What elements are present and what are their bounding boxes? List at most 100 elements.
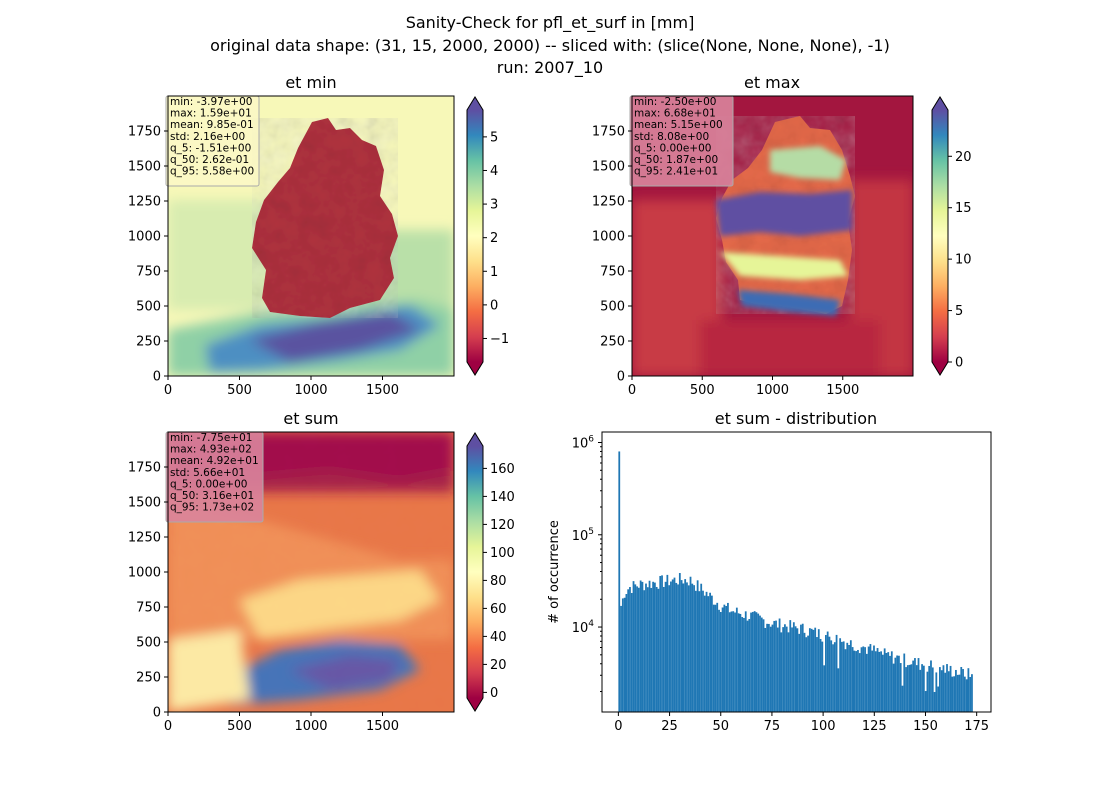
histogram-bar — [874, 651, 877, 712]
histogram-bar — [851, 647, 854, 712]
histogram-bar — [627, 589, 630, 712]
y-tick-label: 500 — [600, 300, 625, 315]
histogram-bar — [643, 590, 646, 712]
histogram-bar — [766, 623, 769, 712]
histogram-bar — [938, 667, 941, 712]
histogram-bar — [634, 584, 637, 712]
histogram-bar — [917, 658, 920, 712]
histogram-bar — [641, 581, 644, 712]
histogram-bar — [629, 587, 631, 712]
stats-line: std: 8.08e+00 — [634, 131, 709, 143]
histogram-bar — [944, 672, 947, 712]
x-tick-label: 75 — [764, 719, 781, 734]
colorbar-outline — [466, 432, 484, 712]
histogram-bar — [648, 580, 651, 712]
histogram-bar — [955, 669, 957, 712]
histogram-bar — [773, 620, 776, 712]
histogram-bar — [963, 676, 966, 712]
y-tick-label: 1500 — [128, 496, 161, 511]
colorbar-extend-max — [932, 97, 948, 110]
stats-line: min: -2.50e+00 — [634, 96, 716, 108]
histogram-bar — [698, 591, 701, 712]
histogram-bar — [858, 653, 861, 712]
histogram-bar — [711, 595, 713, 712]
histogram-bar — [835, 634, 838, 712]
histogram-bar — [657, 588, 660, 712]
histogram-bar — [678, 573, 681, 712]
histogram-bar — [898, 655, 900, 712]
x-tick-label: 500 — [227, 719, 252, 734]
histogram-bar — [805, 637, 808, 712]
figure-run: run: 2007_10 — [497, 58, 603, 78]
colorbar-tick-label: 20 — [955, 150, 972, 165]
stats-line: q_50: 1.87e+00 — [634, 154, 718, 166]
histogram-bar — [748, 619, 751, 712]
histogram-bar — [817, 629, 820, 712]
histogram-bar — [744, 611, 747, 712]
histogram-bar — [645, 583, 647, 712]
histogram-bar — [734, 612, 736, 712]
histogram-bar — [764, 627, 767, 712]
histogram-bar — [931, 667, 934, 712]
plot-frame — [601, 431, 992, 713]
stats-line: q_95: 2.41e+01 — [634, 166, 718, 178]
histogram-bar — [655, 586, 658, 712]
histogram-bar — [741, 617, 744, 712]
histogram-bar — [787, 632, 790, 712]
histogram-bar — [714, 604, 717, 712]
colorbar-tick-label: 0 — [490, 686, 498, 701]
histogram-bar — [844, 649, 847, 712]
histogram-bar — [675, 582, 678, 712]
histogram-bar — [691, 583, 694, 712]
histogram-bar — [940, 670, 943, 712]
histogram-bar — [880, 651, 882, 712]
histogram-bar — [684, 579, 687, 712]
histogram-bar — [830, 640, 833, 712]
histogram-bar — [620, 605, 622, 712]
x-tick-label: 1000 — [294, 383, 327, 398]
histogram-bar — [630, 593, 633, 712]
histogram-bar — [860, 647, 863, 712]
x-tick-label: 100 — [811, 719, 836, 734]
histogram-bar — [969, 676, 972, 712]
histogram-bar — [739, 613, 742, 712]
colorbar-gradient — [932, 110, 948, 362]
axes: 0 500 1000 1500 0 250 500 750 1000 1250 1500 1750 — [128, 95, 455, 398]
histogram-bar — [924, 691, 927, 712]
histogram-bar — [673, 577, 676, 712]
x-tick-label: 125 — [862, 719, 887, 734]
histogram-bar — [867, 646, 870, 712]
histogram-bar — [751, 611, 754, 712]
y-tick-label: 1500 — [592, 160, 625, 175]
histogram-bar — [871, 650, 874, 712]
stats-line: q_95: 5.58e+00 — [170, 166, 254, 178]
colorbar-outline — [466, 96, 484, 376]
histogram-bar — [951, 676, 954, 712]
axes: 0 500 1000 1500 0 250 500 750 1000 1250 1500 1750 — [128, 431, 455, 734]
histogram-bar — [933, 691, 936, 712]
stats-line: max: 1.59e+01 — [170, 108, 252, 120]
histogram-bar — [759, 615, 761, 712]
y-tick-label: 1750 — [592, 125, 625, 140]
histogram-bar — [862, 646, 865, 712]
histogram-bar — [798, 633, 801, 712]
histogram-bar — [808, 628, 811, 712]
colorbar-tick-label: 0 — [490, 298, 498, 313]
histogram-bar — [812, 629, 815, 712]
x-tick-label: 50 — [712, 719, 729, 734]
stats-line: q_95: 1.73e+02 — [170, 502, 254, 514]
panel-title: et sum — [283, 409, 338, 428]
histogram-bar — [707, 596, 710, 712]
y-tick-label: 1250 — [128, 531, 161, 546]
histogram-bar — [800, 624, 802, 712]
histogram-bar — [922, 665, 925, 712]
histogram-bar — [789, 620, 792, 712]
colorbar-gradient — [467, 446, 483, 698]
colorbar-extend-max — [467, 433, 483, 446]
x-tick-label: 1500 — [366, 383, 399, 398]
histogram-bar — [814, 627, 817, 712]
stats-line: q_50: 3.16e+01 — [170, 490, 254, 502]
histogram-bar — [696, 580, 699, 712]
histogram-bar — [824, 635, 827, 712]
